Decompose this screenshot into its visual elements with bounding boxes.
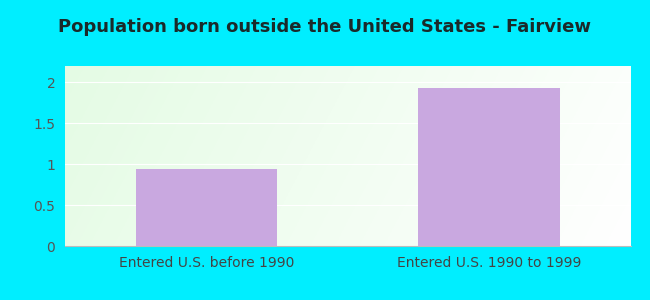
Bar	[136, 169, 277, 246]
Text: Population born outside the United States - Fairview: Population born outside the United State…	[58, 18, 592, 36]
Bar	[419, 88, 560, 246]
